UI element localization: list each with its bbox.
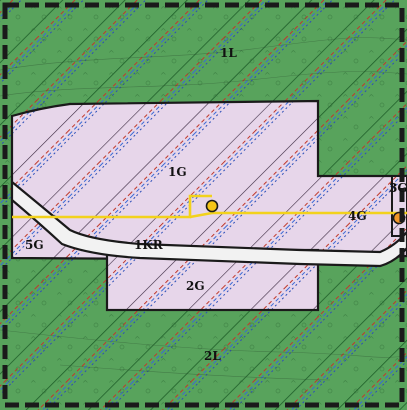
zone-label-1G: 1G [168,165,187,179]
utility-line [12,194,407,219]
zone-label-2G: 2G [186,279,205,293]
zone-label-1KR: 1KR [134,238,164,252]
zone-label-2L: 2L [204,349,221,363]
zone-label-4G: 4G [348,209,367,223]
zone-labels: 1L 1G 2G 3G 4G 5G 1KR 2L [25,46,407,363]
marker-yellow[interactable] [205,199,219,213]
survey-contours [0,37,407,381]
road-1KR[interactable] [10,179,407,268]
zone-label-3G: 3G [389,181,407,195]
zone-label-5G: 5G [25,238,44,252]
zone-label-1L: 1L [220,46,237,60]
